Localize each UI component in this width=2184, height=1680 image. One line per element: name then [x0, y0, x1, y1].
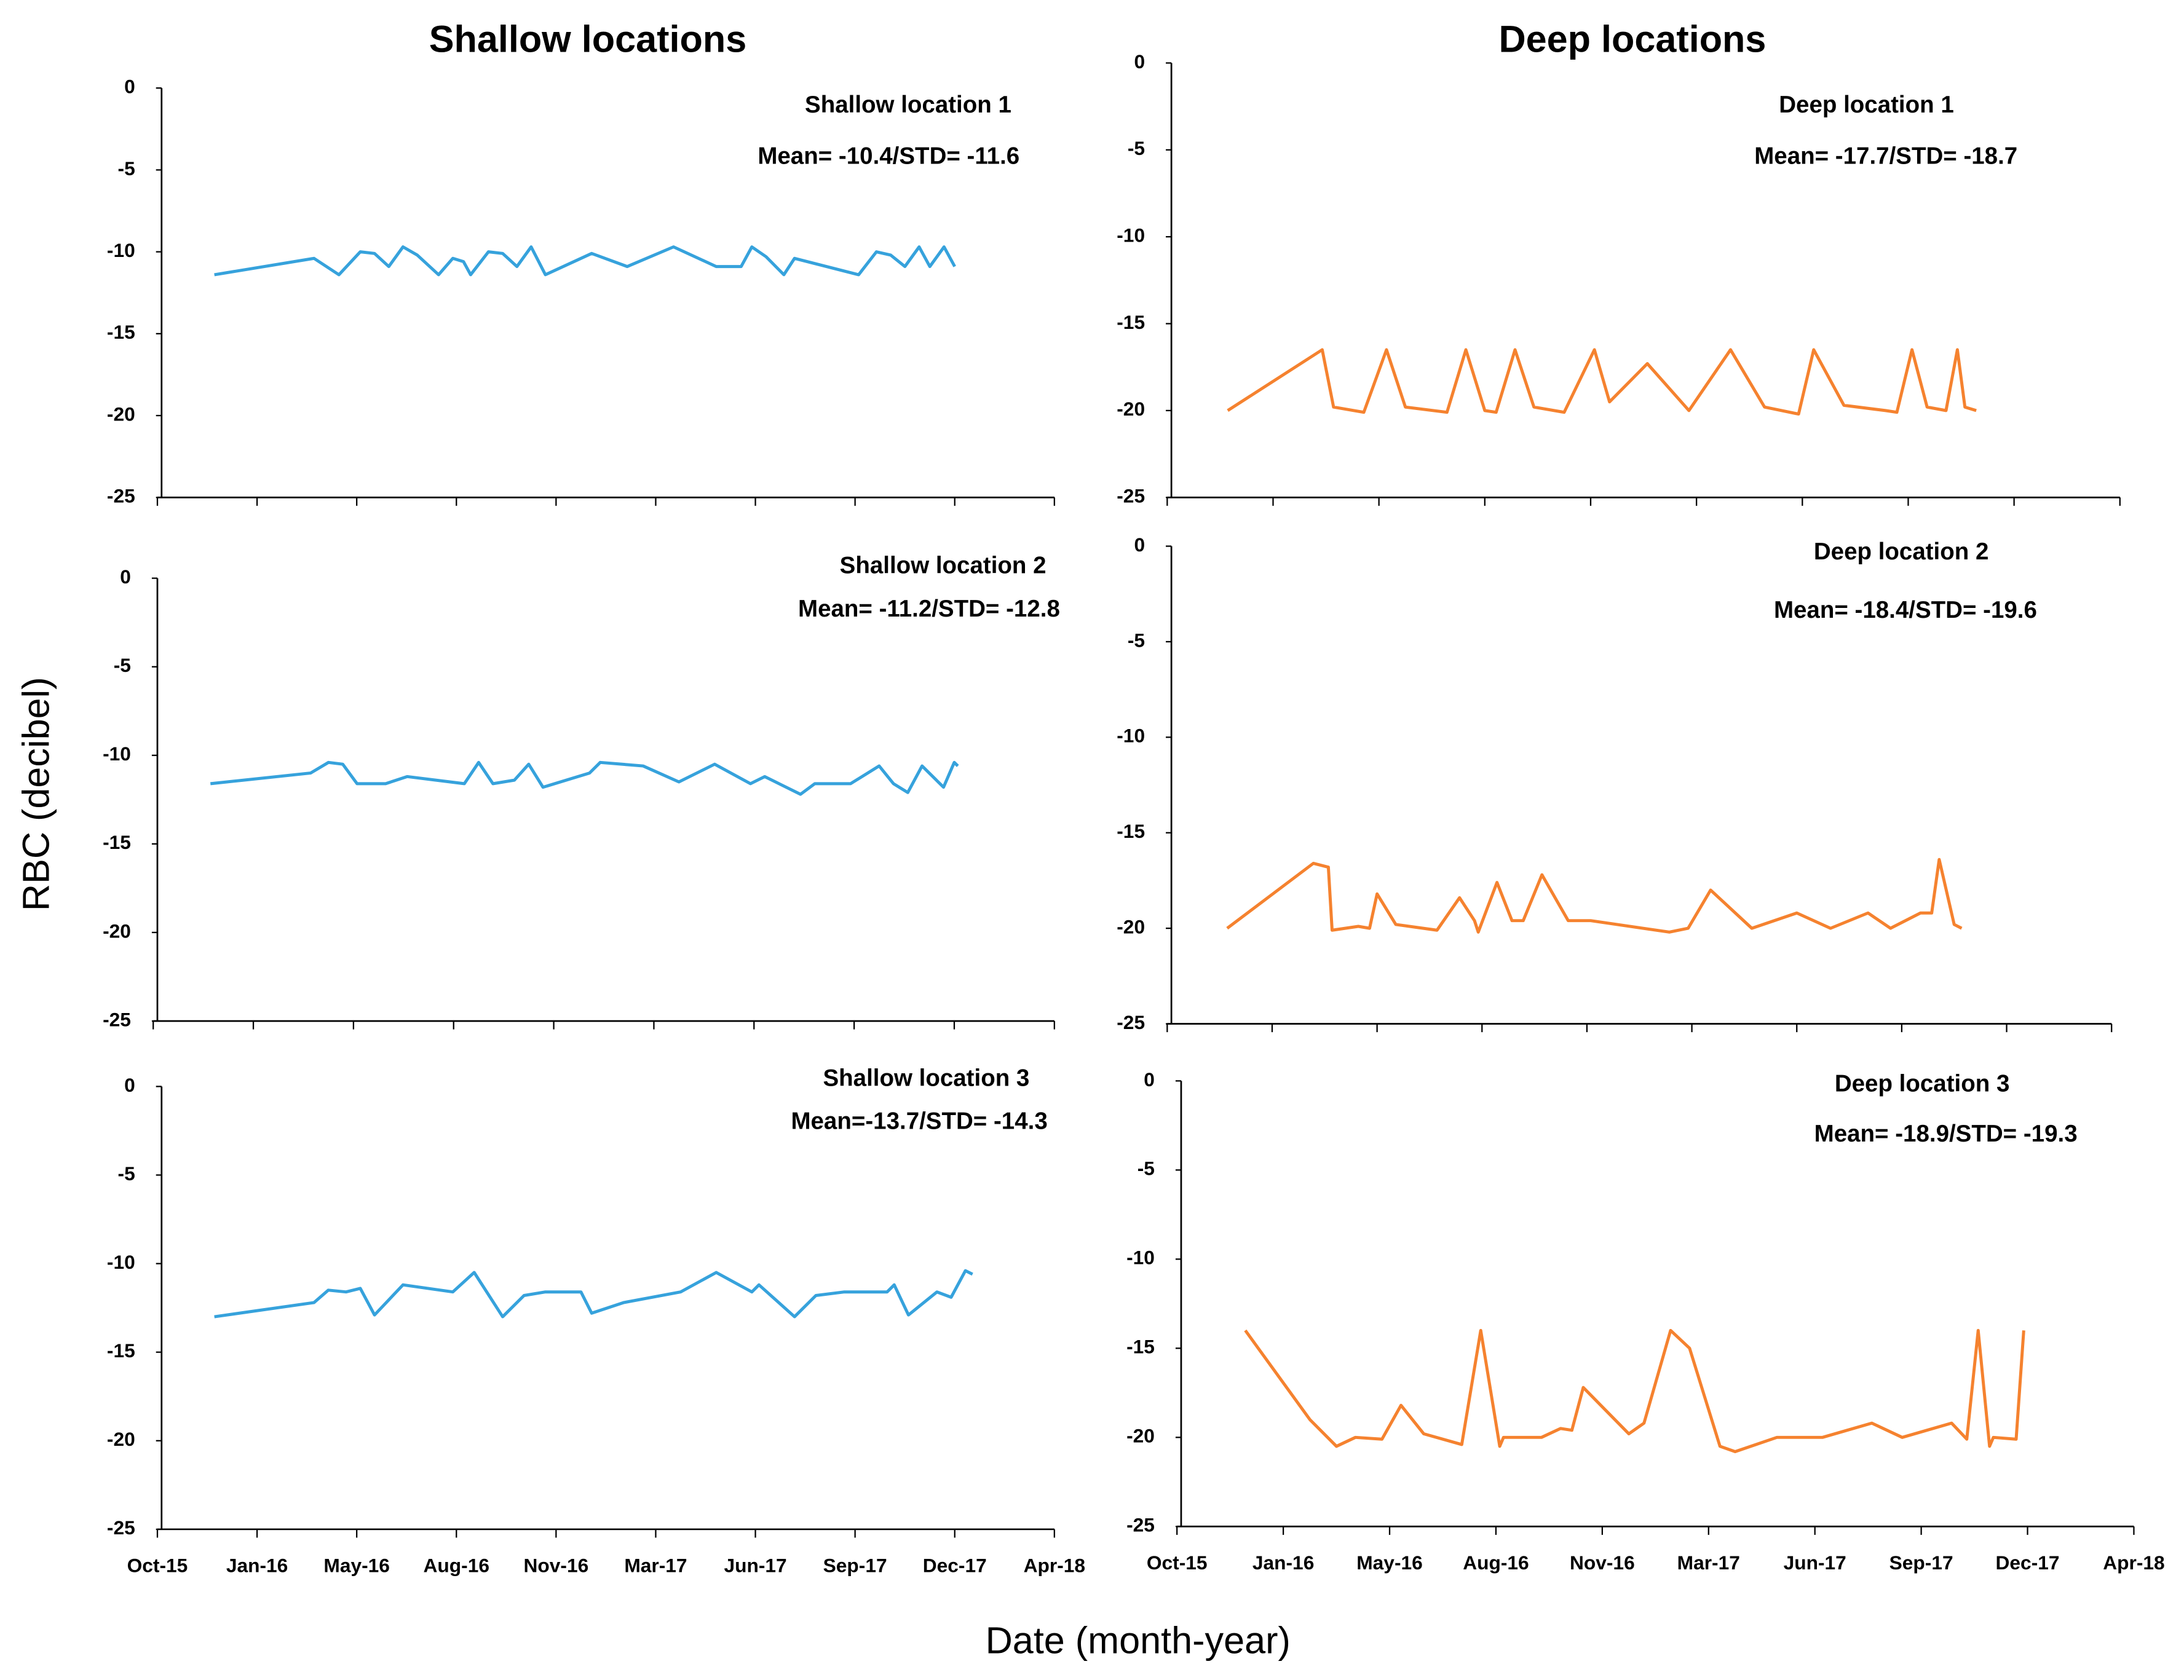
y-tick-label: 0 [1134, 50, 1145, 73]
y-tick-label: -15 [1117, 311, 1145, 333]
panel-title: Deep location 2 [1814, 538, 1989, 565]
y-tick-label: -10 [107, 239, 135, 261]
column-title: Shallow locations [429, 18, 747, 60]
x-axis-title: Date (month-year) [986, 1620, 1291, 1662]
x-tick-label: Sep-17 [1889, 1552, 1953, 1574]
y-tick-label: -20 [107, 1428, 135, 1450]
series-line [1244, 1328, 2025, 1454]
x-tick-label: Jan-16 [1252, 1552, 1314, 1574]
column-title: Deep locations [1498, 18, 1766, 60]
y-tick-label: -25 [107, 485, 135, 507]
annotation: Mean= -17.7/STD= -18.7 [1754, 143, 2017, 170]
y-tick-label: -15 [1126, 1336, 1155, 1358]
y-tick-label: 0 [1134, 534, 1145, 556]
annotation: Mean= -18.9/STD= -19.3 [1814, 1121, 2078, 1147]
annotation: Mean= -18.4/STD= -19.6 [1774, 597, 2037, 623]
x-tick-label: Oct-15 [127, 1554, 188, 1576]
y-tick-label: -10 [107, 1251, 135, 1273]
y-axis-title: RBC (decibel) [15, 677, 57, 911]
x-tick-label: Sep-17 [823, 1554, 887, 1576]
y-tick-label: -20 [103, 920, 131, 942]
y-tick-label: -25 [1126, 1514, 1155, 1536]
x-tick-label: Jun-17 [1784, 1552, 1846, 1574]
x-tick-label: Nov-16 [524, 1554, 589, 1576]
x-tick-label: Apr-18 [2103, 1552, 2164, 1574]
y-tick-label: -5 [114, 654, 131, 676]
y-tick-label: -5 [118, 1162, 135, 1185]
y-tick-label: -10 [1117, 725, 1145, 747]
y-tick-label: -5 [118, 157, 135, 179]
y-tick-label: -20 [1126, 1425, 1155, 1447]
y-tick-label: -10 [103, 743, 131, 765]
y-tick-label: -25 [107, 1516, 135, 1539]
y-tick-label: -10 [1117, 224, 1145, 246]
x-tick-label: May-16 [1356, 1552, 1423, 1574]
x-tick-label: Jan-16 [226, 1554, 288, 1576]
x-tick-label: Nov-16 [1570, 1552, 1635, 1574]
y-tick-label: 0 [1144, 1068, 1155, 1090]
y-tick-label: -5 [1138, 1157, 1155, 1180]
y-tick-label: -20 [1117, 915, 1145, 937]
panel-title: Shallow location 1 [805, 92, 1011, 118]
x-tick-label: Oct-15 [1147, 1552, 1208, 1574]
x-tick-label: Apr-18 [1024, 1554, 1085, 1576]
series-line [210, 760, 959, 796]
panel-title: Shallow location 2 [840, 553, 1046, 579]
y-tick-label: 0 [124, 76, 135, 98]
panel-title: Deep location 1 [1779, 92, 1954, 118]
y-tick-label: -10 [1126, 1247, 1155, 1269]
panel-title: Shallow location 3 [823, 1065, 1029, 1091]
x-tick-label: Mar-17 [624, 1554, 687, 1576]
y-tick-label: -20 [107, 403, 135, 425]
y-tick-label: -25 [1117, 485, 1145, 507]
x-tick-label: Aug-16 [1463, 1552, 1529, 1574]
series-line [214, 245, 956, 277]
y-tick-label: -15 [107, 1339, 135, 1362]
series-line [1226, 858, 1963, 934]
y-tick-label: -5 [1128, 137, 1145, 159]
y-tick-label: -5 [1128, 629, 1145, 651]
x-tick-label: Mar-17 [1677, 1552, 1740, 1574]
y-tick-label: 0 [124, 1074, 135, 1096]
x-tick-label: Jun-17 [724, 1554, 786, 1576]
y-tick-label: -20 [1117, 398, 1145, 420]
series-line [214, 1269, 973, 1319]
x-tick-label: May-16 [323, 1554, 390, 1576]
y-tick-label: -15 [107, 321, 135, 343]
x-tick-label: Dec-17 [923, 1554, 987, 1576]
x-tick-label: Dec-17 [1996, 1552, 2060, 1574]
panel-title: Deep location 3 [1835, 1070, 2010, 1097]
y-tick-label: -25 [1117, 1011, 1145, 1033]
annotation: Mean= -11.2/STD= -12.8 [798, 596, 1060, 622]
annotation: Mean= -10.4/STD= -11.6 [758, 143, 1019, 170]
y-tick-label: -25 [103, 1008, 131, 1030]
annotation: Mean=-13.7/STD= -14.3 [791, 1108, 1047, 1135]
y-tick-label: 0 [120, 566, 131, 588]
y-tick-label: -15 [103, 831, 131, 853]
x-tick-label: Aug-16 [424, 1554, 489, 1576]
series-line [1227, 348, 1977, 416]
y-tick-label: -15 [1117, 820, 1145, 842]
